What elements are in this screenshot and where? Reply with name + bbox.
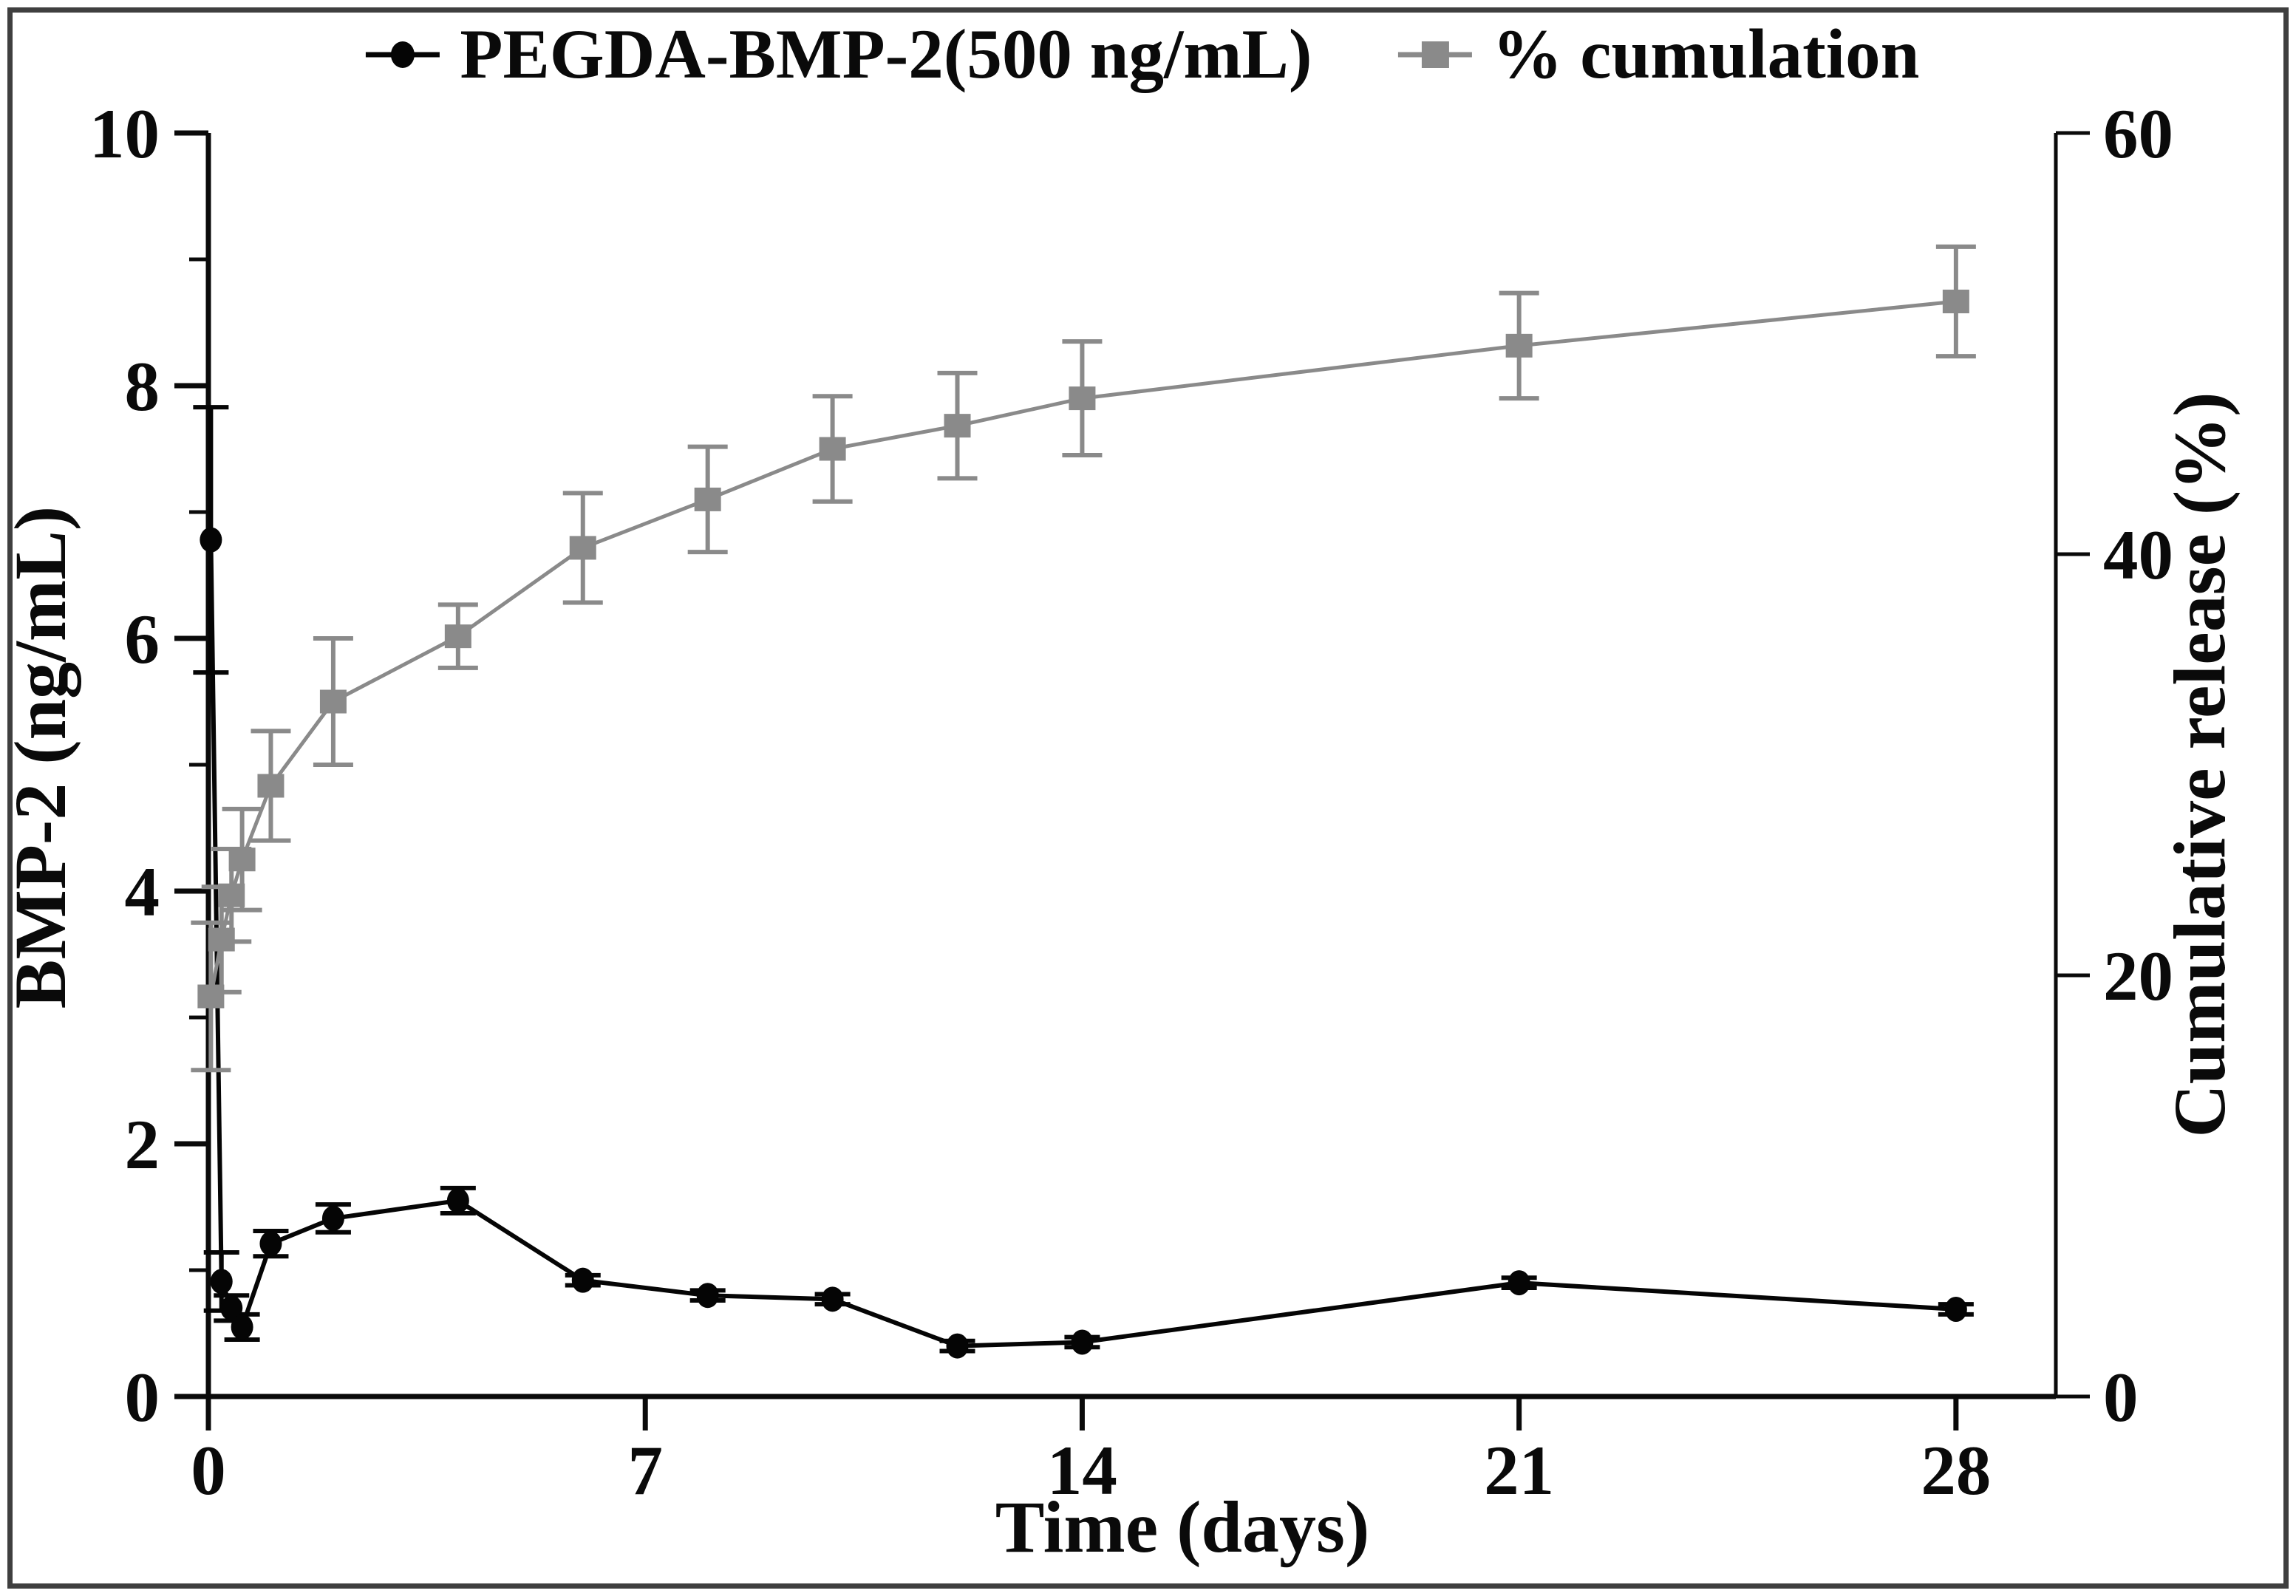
x-tick-label: 0 — [191, 1431, 226, 1510]
square-marker — [228, 848, 256, 872]
y-left-tick-label: 2 — [125, 1105, 160, 1184]
y-left-tick-label: 0 — [125, 1358, 160, 1436]
circle-marker — [200, 527, 222, 553]
x-tick-label: 7 — [627, 1431, 663, 1510]
x-tick-label: 14 — [1047, 1431, 1117, 1510]
square-marker — [197, 984, 225, 1009]
y-right-axis-title: Cumulative release (%) — [2159, 392, 2241, 1137]
circle-marker — [696, 1283, 719, 1309]
y-right-tick-label: 60 — [2103, 95, 2173, 173]
square-marker — [218, 883, 245, 907]
y-right-tick-label: 0 — [2103, 1358, 2139, 1436]
legend-label-cumulation: % cumulation — [1492, 15, 1920, 93]
circle-marker — [1944, 1297, 1967, 1323]
circle-marker — [259, 1231, 282, 1257]
square-marker — [319, 689, 347, 714]
legend-marker-circle-icon — [365, 41, 440, 68]
circle-marker — [571, 1267, 594, 1293]
square-marker — [208, 927, 235, 952]
square-marker — [1505, 333, 1533, 358]
legend-item-cumulation: % cumulation — [1394, 15, 1920, 93]
circle-marker — [321, 1205, 344, 1231]
circle-marker — [446, 1187, 469, 1213]
circle-marker — [1508, 1270, 1530, 1296]
circle-marker — [210, 1269, 233, 1295]
square-marker — [694, 487, 721, 511]
y-left-tick-label: 6 — [125, 600, 160, 678]
legend: PEGDA-BMP-2(500 ng/mL) % cumulation — [361, 19, 1919, 89]
legend-label-pegda-bmp2: PEGDA-BMP-2(500 ng/mL) — [460, 15, 1312, 93]
y-right-tick-label: 20 — [2103, 937, 2173, 1015]
legend-circle — [390, 41, 415, 68]
x-tick-label: 28 — [1921, 1431, 1991, 1510]
circle-marker — [231, 1314, 253, 1340]
x-axis-title: Time (days) — [995, 1486, 1370, 1568]
y-left-tick-label: 8 — [125, 347, 160, 426]
square-marker — [944, 414, 971, 438]
y-left-tick-label: 10 — [89, 95, 160, 173]
legend-marker-square-icon — [1397, 41, 1472, 68]
square-marker — [1942, 290, 1969, 313]
square-marker — [257, 774, 285, 798]
legend-item-pegda-bmp2: PEGDA-BMP-2(500 ng/mL) — [361, 19, 1312, 89]
y-right-tick-label: 40 — [2103, 516, 2173, 594]
y-left-axis-title: BMP-2 (ng/mL) — [0, 506, 81, 1009]
square-marker — [444, 624, 471, 649]
y-left-tick-label: 4 — [125, 853, 160, 931]
square-marker — [819, 437, 846, 461]
x-tick-label: 21 — [1484, 1431, 1554, 1510]
circle-marker — [821, 1286, 844, 1312]
series-line-pegda-bmp2 — [208, 539, 1957, 1348]
circle-marker — [220, 1295, 243, 1321]
circle-marker — [1071, 1329, 1094, 1355]
circle-marker — [946, 1333, 969, 1359]
legend-square — [1421, 41, 1449, 68]
square-marker — [1069, 386, 1096, 411]
square-marker — [569, 536, 596, 560]
